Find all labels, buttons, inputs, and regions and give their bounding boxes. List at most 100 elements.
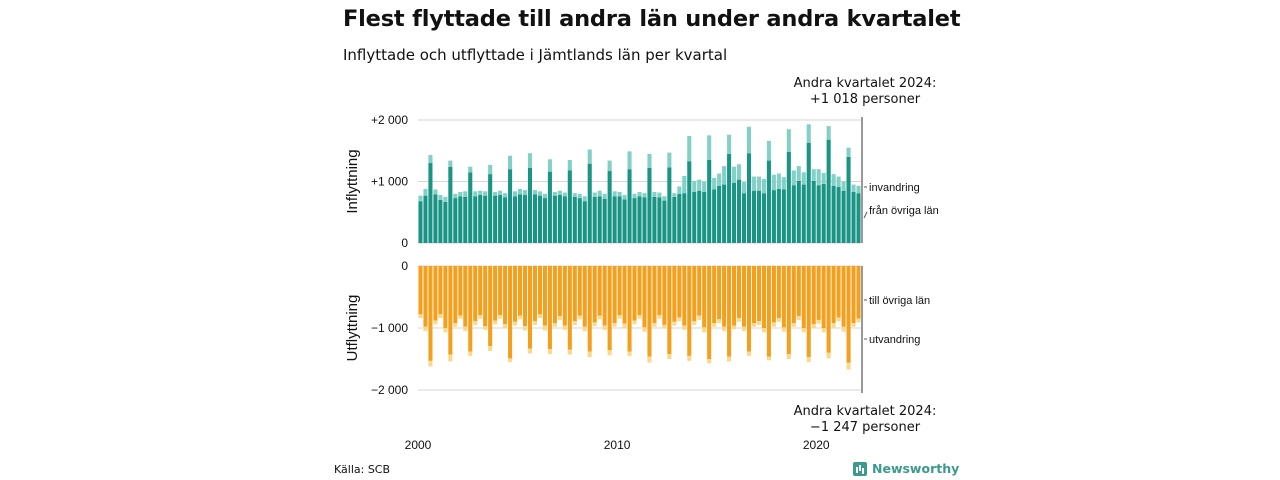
bar-outflow-till-övriga-län [687, 266, 692, 356]
bar-outflow-till-övriga-län [851, 266, 856, 324]
bar-outflow-utvandring [672, 321, 677, 326]
bar-inflow-invandring [607, 160, 612, 172]
bar-outflow-utvandring [687, 355, 692, 361]
bar-inflow-från-övriga-län [697, 190, 702, 243]
bar-outflow-till-övriga-län [513, 266, 518, 322]
bar-inflow-från-övriga-län [557, 195, 562, 243]
bar-inflow-invandring [692, 180, 697, 192]
bar-inflow-invandring [667, 152, 672, 168]
bar-inflow-från-övriga-län [572, 196, 577, 243]
bar-outflow-utvandring [816, 319, 821, 324]
bar-inflow-från-övriga-län [632, 198, 637, 243]
bar-outflow-till-övriga-län [766, 266, 771, 357]
bar-inflow-från-övriga-län [826, 139, 831, 243]
bar-inflow-från-övriga-län [592, 196, 597, 243]
bar-outflow-utvandring [433, 320, 438, 325]
bar-outflow-till-övriga-län [682, 266, 687, 326]
bar-inflow-invandring [522, 190, 528, 196]
bar-inflow-från-övriga-län [617, 196, 622, 243]
legend-label: utvandring [869, 334, 920, 346]
bar-outflow-till-övriga-län [572, 266, 577, 322]
bar-outflow-utvandring [741, 326, 747, 332]
bar-outflow-till-övriga-län [508, 266, 513, 359]
bar-outflow-utvandring [567, 349, 572, 355]
y-tick-label-inflow: +1 000 [371, 175, 408, 189]
bar-inflow-invandring [622, 195, 627, 200]
bar-outflow-till-övriga-län [722, 266, 727, 327]
bar-inflow-från-övriga-län [806, 142, 811, 243]
bar-inflow-invandring [811, 169, 816, 181]
bar-inflow-invandring [443, 196, 448, 202]
bar-outflow-utvandring [448, 354, 453, 362]
bar-outflow-utvandring [508, 358, 513, 363]
bar-inflow-invandring [741, 182, 747, 194]
newsworthy-icon [853, 461, 867, 476]
bar-outflow-utvandring [766, 356, 771, 361]
bar-inflow-invandring [707, 135, 712, 160]
bar-outflow-utvandring [841, 326, 846, 332]
bar-inflow-från-övriga-län [727, 153, 732, 243]
bar-outflow-till-övriga-län [746, 266, 752, 352]
bar-outflow-utvandring [597, 315, 602, 320]
bar-inflow-invandring [602, 193, 607, 199]
source-note: Källa: SCB [334, 463, 391, 476]
bar-inflow-från-övriga-län [816, 185, 821, 243]
bar-outflow-till-övriga-län [642, 266, 647, 328]
bar-outflow-till-övriga-län [781, 266, 786, 328]
bar-outflow-till-övriga-län [597, 266, 602, 316]
bar-outflow-utvandring [627, 351, 632, 356]
bar-outflow-till-övriga-län [503, 266, 508, 325]
bar-outflow-till-övriga-län [652, 266, 657, 324]
bar-outflow-till-övriga-län [527, 266, 533, 349]
bar-inflow-från-övriga-län [562, 196, 567, 243]
bar-outflow-till-övriga-län [647, 266, 652, 357]
bar-inflow-från-övriga-län [473, 196, 478, 243]
bar-outflow-till-övriga-län [537, 266, 542, 315]
bar-inflow-från-övriga-län [642, 197, 647, 243]
bar-outflow-utvandring [453, 323, 458, 327]
bar-outflow-utvandring [831, 323, 836, 328]
bar-outflow-till-övriga-län [657, 266, 662, 315]
bar-inflow-från-övriga-län [607, 171, 612, 243]
bar-outflow-till-övriga-län [707, 266, 712, 359]
bar-outflow-till-övriga-län [806, 266, 811, 358]
bar-inflow-invandring [463, 191, 468, 197]
bar-outflow-till-övriga-län [433, 266, 438, 321]
bar-outflow-utvandring [677, 317, 682, 322]
bar-outflow-utvandring [557, 316, 562, 320]
bar-outflow-utvandring [662, 324, 667, 329]
bar-inflow-invandring [851, 184, 856, 192]
bar-inflow-invandring [801, 172, 806, 185]
bar-inflow-från-övriga-län [647, 167, 652, 243]
bar-outflow-utvandring [547, 349, 552, 355]
bar-inflow-från-övriga-län [856, 193, 861, 243]
bar-inflow-invandring [682, 175, 687, 194]
bar-inflow-invandring [771, 174, 776, 191]
bar-outflow-utvandring [527, 348, 533, 354]
bar-inflow-invandring [791, 170, 796, 186]
bar-inflow-från-övriga-län [717, 185, 722, 243]
bar-outflow-utvandring [846, 362, 851, 370]
bar-outflow-utvandring [801, 328, 806, 333]
bar-outflow-till-övriga-län [418, 266, 423, 315]
bar-inflow-från-övriga-län [423, 195, 428, 243]
bar-outflow-till-övriga-län [692, 266, 697, 322]
bar-outflow-utvandring [488, 345, 493, 351]
y-tick-label-inflow: 0 [401, 236, 408, 250]
bar-inflow-invandring [657, 192, 662, 198]
bar-inflow-från-övriga-län [582, 201, 587, 243]
legend-layer: invandring från övriga län till övriga län… [863, 182, 939, 346]
bar-inflow-från-övriga-län [672, 196, 677, 243]
bar-outflow-till-övriga-län [468, 266, 473, 352]
bar-outflow-utvandring [572, 321, 577, 325]
bar-outflow-utvandring [542, 325, 547, 331]
y-axis-label-outflow: Utflyttning [344, 295, 361, 362]
bar-inflow-invandring [697, 179, 702, 191]
bar-inflow-från-övriga-län [851, 191, 856, 243]
bar-outflow-utvandring [821, 328, 826, 333]
bar-outflow-utvandring [791, 323, 796, 327]
bar-outflow-utvandring [642, 327, 647, 332]
bar-outflow-utvandring [587, 351, 592, 358]
bar-inflow-från-övriga-län [737, 179, 742, 243]
